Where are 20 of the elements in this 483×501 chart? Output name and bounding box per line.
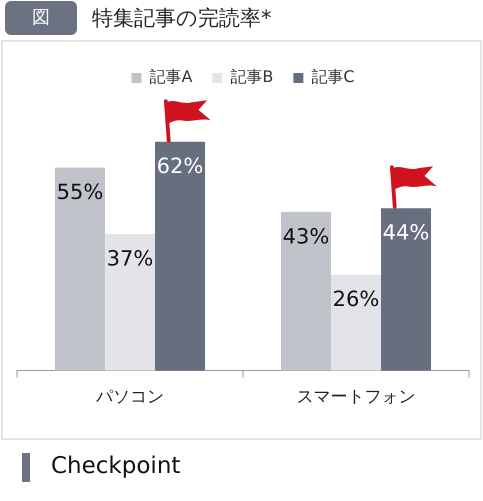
bar: [54, 168, 105, 371]
x-tick-label: スマートフォン: [296, 387, 416, 408]
bar: [280, 212, 331, 371]
chart-title: 特集記事の完読率*: [92, 5, 272, 32]
data-label: 26%: [332, 287, 380, 312]
bar: [330, 274, 382, 371]
data-label: 43%: [282, 224, 330, 248]
data-label: 62%: [156, 154, 204, 178]
legend-label: 記事B: [230, 67, 274, 86]
data-label: 44%: [382, 220, 430, 245]
x-tick-label: パソコン: [95, 387, 164, 408]
text: 図: [5, 1, 77, 35]
legend-label: 記事A: [149, 67, 192, 86]
bar: [104, 234, 156, 371]
bar: [155, 142, 206, 371]
text: Checkpoint: [51, 452, 180, 481]
data-label: 37%: [106, 246, 154, 270]
bar: [381, 208, 432, 371]
legend-label: 記事C: [311, 67, 355, 86]
data-label: 55%: [56, 180, 104, 204]
